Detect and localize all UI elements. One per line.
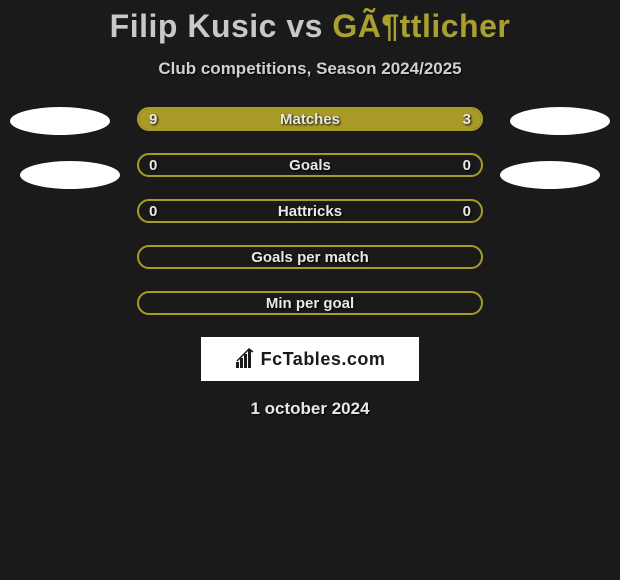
player1-name: Filip Kusic bbox=[110, 8, 277, 44]
team2-photo bbox=[500, 161, 600, 189]
player2-name: GÃ¶ttlicher bbox=[332, 8, 510, 44]
vs-text: vs bbox=[277, 8, 332, 44]
date-text: 1 october 2024 bbox=[0, 399, 620, 419]
page-title: Filip Kusic vs GÃ¶ttlicher bbox=[0, 0, 620, 45]
brand-box: FcTables.com bbox=[201, 337, 419, 381]
bar-rows: 93Matches 00Goals 00Hattricks Goals per mat… bbox=[0, 107, 620, 315]
stat-bar: 00Goals bbox=[137, 153, 483, 177]
comparison-card: Filip Kusic vs GÃ¶ttlicher Club competit… bbox=[0, 0, 620, 419]
bar-label: Min per goal bbox=[139, 293, 481, 313]
stat-bar: 93Matches bbox=[137, 107, 483, 131]
bar-label: Hattricks bbox=[139, 201, 481, 221]
player1-photo bbox=[10, 107, 110, 135]
team1-photo bbox=[20, 161, 120, 189]
subtitle: Club competitions, Season 2024/2025 bbox=[0, 59, 620, 79]
bar-label: Goals bbox=[139, 155, 481, 175]
bar-label: Goals per match bbox=[139, 247, 481, 267]
player2-photo bbox=[510, 107, 610, 135]
brand-text: FcTables.com bbox=[261, 349, 386, 370]
stats-block: 93Matches 00Goals 00Hattricks Goals per mat… bbox=[0, 107, 620, 315]
stat-bar: Goals per match bbox=[137, 245, 483, 269]
stat-bar: Min per goal bbox=[137, 291, 483, 315]
bar-label: Matches bbox=[139, 109, 481, 129]
fctables-icon bbox=[235, 348, 257, 370]
stat-bar: 00Hattricks bbox=[137, 199, 483, 223]
